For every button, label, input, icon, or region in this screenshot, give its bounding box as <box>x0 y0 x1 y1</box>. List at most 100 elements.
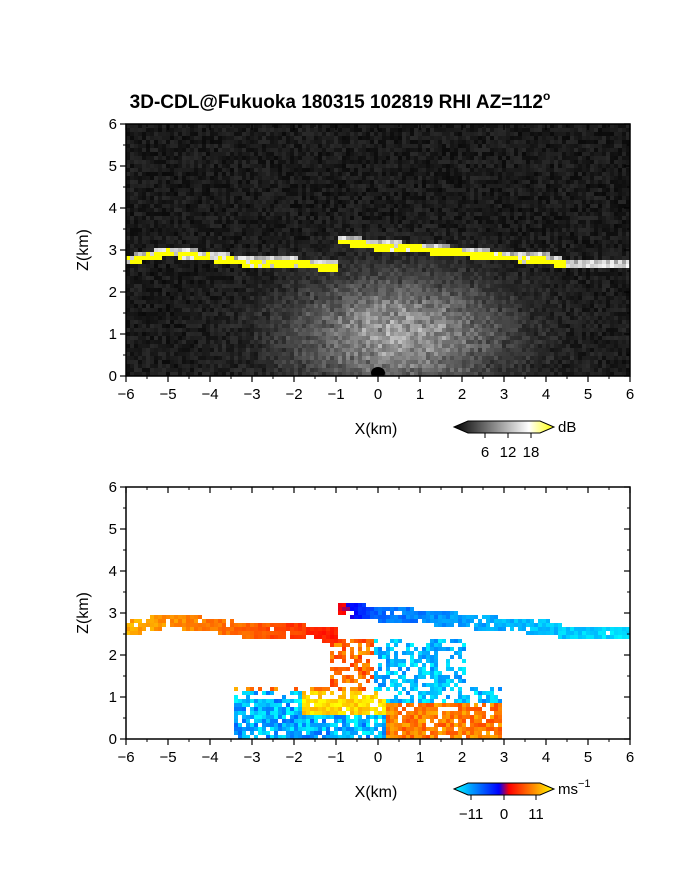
backscatter-cell <box>566 212 570 216</box>
backscatter-cell <box>606 124 610 128</box>
backscatter-cell <box>314 276 318 280</box>
backscatter-cell <box>474 160 478 164</box>
backscatter-cell <box>362 208 366 212</box>
backscatter-cell <box>506 216 510 220</box>
backscatter-cell <box>558 212 562 216</box>
backscatter-cell <box>198 152 202 156</box>
backscatter-cell <box>290 188 294 192</box>
backscatter-cell <box>402 144 406 148</box>
backscatter-cell <box>598 216 602 220</box>
backscatter-cell <box>446 240 450 244</box>
backscatter-cell <box>178 144 182 148</box>
backscatter-cell <box>246 176 250 180</box>
backscatter-cell <box>338 256 342 260</box>
backscatter-cell <box>606 240 610 244</box>
backscatter-cell <box>146 148 150 152</box>
backscatter-cell <box>418 256 422 260</box>
backscatter-cell <box>170 148 174 152</box>
backscatter-cell <box>286 196 290 200</box>
backscatter-cell <box>178 172 182 176</box>
backscatter-cell <box>266 248 270 252</box>
backscatter-cell <box>154 128 158 132</box>
backscatter-cell <box>610 140 614 144</box>
backscatter-cell <box>314 156 318 160</box>
backscatter-cell <box>226 236 230 240</box>
backscatter-cell <box>594 156 598 160</box>
backscatter-cell <box>282 196 286 200</box>
backscatter-cell <box>474 232 478 236</box>
backscatter-cell <box>354 132 358 136</box>
backscatter-cell <box>434 128 438 132</box>
backscatter-cell <box>570 152 574 156</box>
backscatter-cell <box>170 160 174 164</box>
backscatter-cell <box>566 264 570 268</box>
backscatter-cell <box>374 132 378 136</box>
backscatter-cell <box>306 164 310 168</box>
backscatter-cell <box>338 200 342 204</box>
backscatter-cell <box>354 128 358 132</box>
backscatter-cell <box>418 244 422 248</box>
backscatter-cell <box>450 124 454 128</box>
backscatter-cell <box>270 248 274 252</box>
backscatter-cell <box>466 132 470 136</box>
backscatter-cell <box>582 276 586 280</box>
backscatter-cell <box>566 124 570 128</box>
backscatter-cell <box>454 196 458 200</box>
backscatter-cell <box>202 256 206 260</box>
backscatter-cell <box>282 264 286 268</box>
backscatter-cell <box>306 252 310 256</box>
backscatter-cell <box>486 208 490 212</box>
backscatter-cell <box>362 236 366 240</box>
backscatter-cell <box>274 140 278 144</box>
backscatter-cell <box>582 188 586 192</box>
backscatter-cell <box>610 152 614 156</box>
backscatter-cell <box>154 216 158 220</box>
backscatter-cell <box>518 148 522 152</box>
backscatter-cell <box>278 140 282 144</box>
backscatter-cell <box>510 196 514 200</box>
backscatter-cell <box>282 232 286 236</box>
backscatter-cell <box>138 144 142 148</box>
backscatter-cell <box>246 236 250 240</box>
backscatter-cell <box>326 236 330 240</box>
backscatter-cell <box>554 172 558 176</box>
backscatter-cell <box>510 276 514 280</box>
backscatter-cell <box>162 152 166 156</box>
backscatter-cell <box>350 168 354 172</box>
backscatter-cell <box>610 268 614 272</box>
backscatter-cell <box>358 272 362 276</box>
backscatter-cell <box>338 264 342 268</box>
backscatter-cell <box>554 240 558 244</box>
backscatter-cell <box>414 168 418 172</box>
backscatter-cell <box>142 140 146 144</box>
backscatter-cell <box>210 136 214 140</box>
backscatter-cell <box>366 144 370 148</box>
backscatter-cell <box>562 176 566 180</box>
backscatter-cell <box>606 208 610 212</box>
backscatter-cell <box>358 160 362 164</box>
backscatter-cell <box>158 204 162 208</box>
backscatter-cell <box>322 148 326 152</box>
backscatter-cell <box>298 248 302 252</box>
backscatter-cell <box>238 144 242 148</box>
backscatter-cell <box>370 228 374 232</box>
backscatter-cell <box>302 248 306 252</box>
backscatter-cell <box>238 268 242 272</box>
backscatter-cell <box>518 216 522 220</box>
backscatter-cell <box>358 252 362 256</box>
backscatter-cell <box>406 204 410 208</box>
backscatter-cell <box>366 152 370 156</box>
backscatter-cell <box>374 140 378 144</box>
backscatter-cell <box>370 248 374 252</box>
backscatter-cell <box>578 140 582 144</box>
backscatter-cell <box>398 244 402 248</box>
backscatter-cell <box>510 156 514 160</box>
backscatter-cell <box>462 236 466 240</box>
backscatter-cell <box>186 128 190 132</box>
backscatter-cell <box>506 256 510 260</box>
backscatter-cell <box>226 228 230 232</box>
backscatter-cell <box>266 180 270 184</box>
backscatter-cell <box>194 172 198 176</box>
backscatter-cell <box>202 180 206 184</box>
backscatter-cell <box>618 128 622 132</box>
